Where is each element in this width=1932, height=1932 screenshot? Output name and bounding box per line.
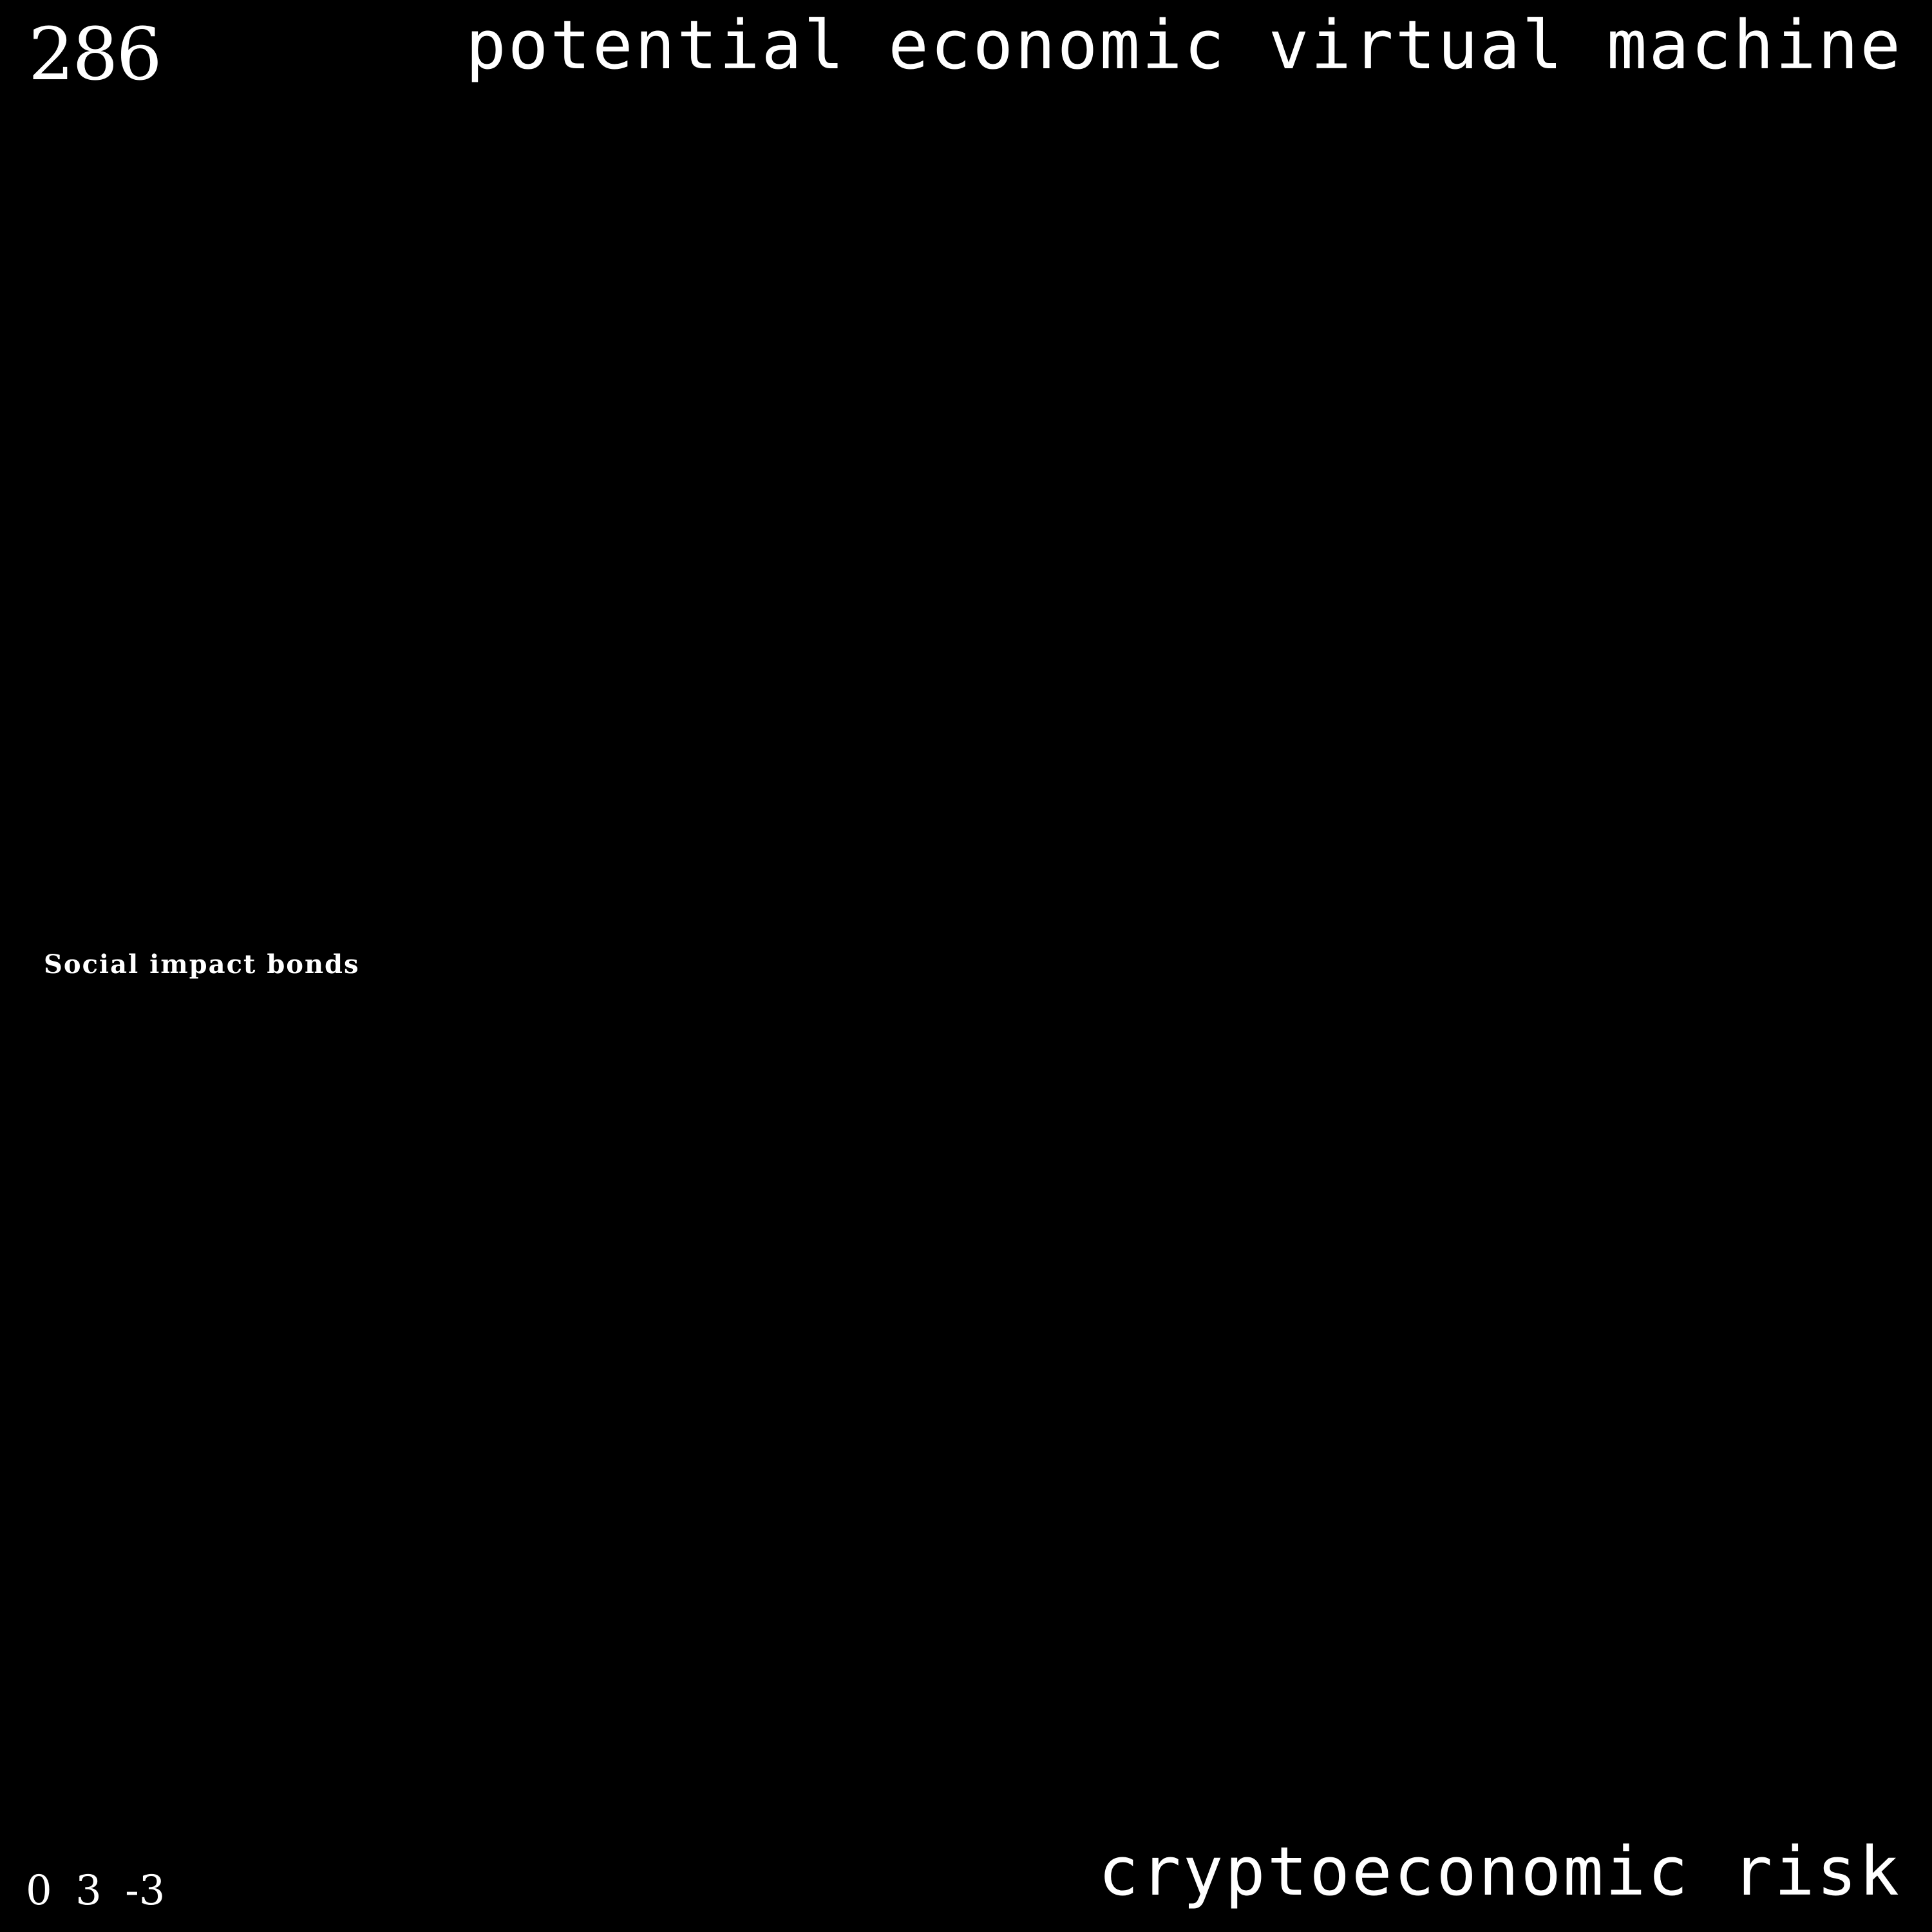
card-item-label: Social impact bonds (44, 949, 360, 980)
card-category: cryptoeconomic risk (1098, 1832, 1901, 1911)
card-values: 0 3 -3 (26, 1867, 166, 1915)
card-number: 286 (28, 13, 162, 97)
card-title: potential economic virtual machine (466, 6, 1902, 84)
